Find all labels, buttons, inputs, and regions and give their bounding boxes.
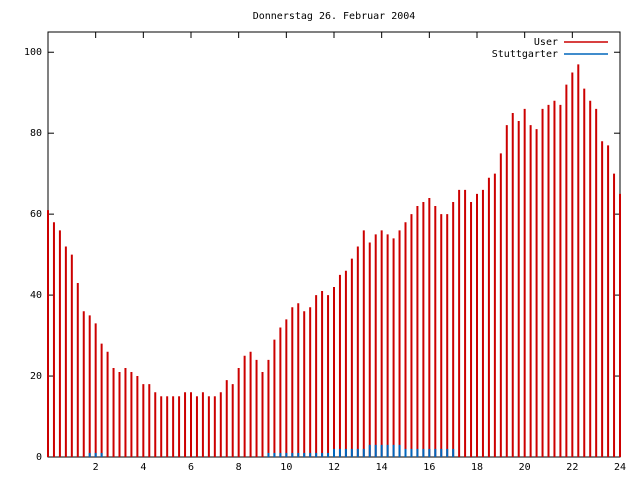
x-tick-label: 8 [236,462,242,473]
x-tick-label: 10 [280,462,292,473]
y-tick-label: 100 [24,47,42,58]
y-tick-label: 0 [36,452,42,463]
x-tick-label: 16 [423,462,435,473]
x-tick-label: 24 [614,462,626,473]
x-tick-label: 20 [519,462,531,473]
y-tick-label: 40 [30,290,42,301]
x-tick-label: 14 [376,462,388,473]
x-tick-label: 4 [140,462,146,473]
x-tick-label: 2 [93,462,99,473]
x-tick-label: 18 [471,462,483,473]
x-tick-label: 12 [328,462,340,473]
legend-label: Stuttgarter [492,49,558,60]
y-tick-label: 60 [30,209,42,220]
y-tick-label: 80 [30,128,42,139]
x-tick-label: 22 [566,462,578,473]
legend-label: User [534,37,558,48]
y-tick-label: 20 [30,371,42,382]
x-tick-label: 6 [188,462,194,473]
chart-title: Donnerstag 26. Februar 2004 [253,11,416,22]
